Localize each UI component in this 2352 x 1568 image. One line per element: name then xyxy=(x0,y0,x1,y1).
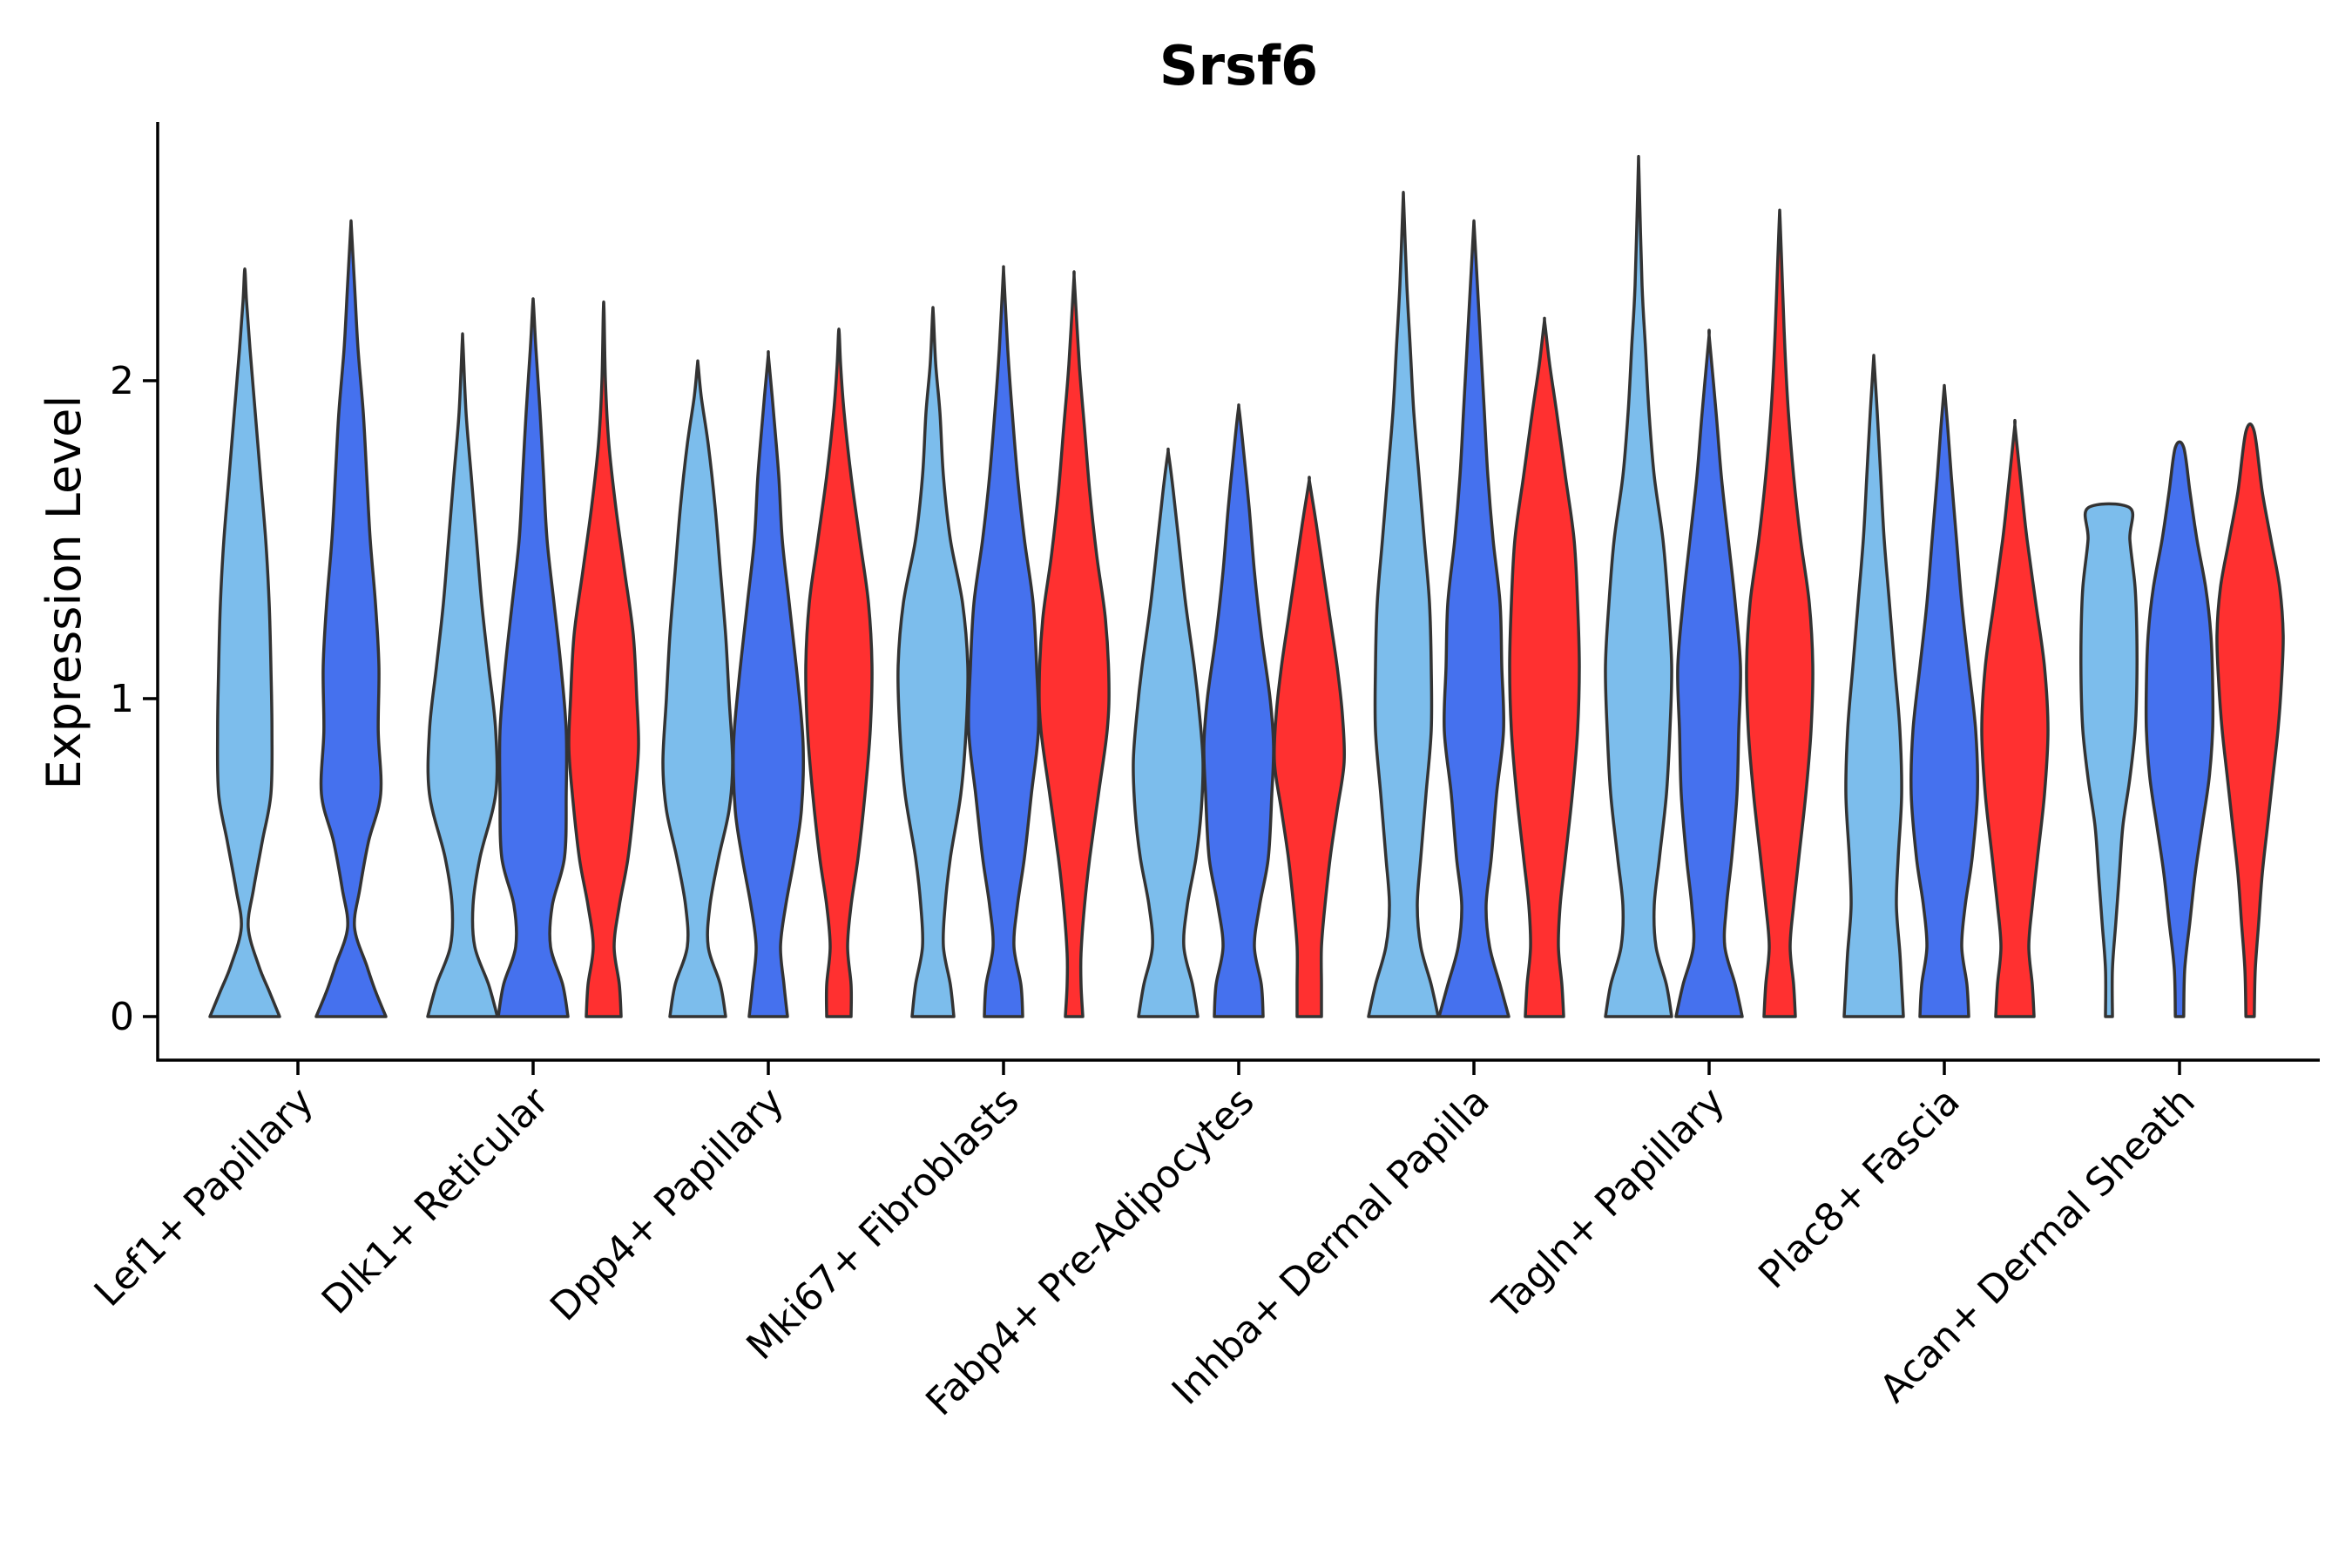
violin-acan-dermal-sheath-series-0 xyxy=(2079,502,2139,1018)
violin-acan-dermal-sheath-series-1 xyxy=(2144,440,2215,1018)
y-axis-ticks: 0 1 2 xyxy=(110,359,158,1039)
violin-lef1-papillary-series-1 xyxy=(314,219,388,1018)
violin-dlk1-reticular-series-1 xyxy=(497,297,570,1018)
violin-mki67-fibroblasts-series-2 xyxy=(1037,270,1111,1018)
violin-tagln-papillary-series-2 xyxy=(1745,208,1815,1018)
violin-tagln-papillary-series-1 xyxy=(1674,328,1744,1018)
x-tick-label: Dlk1+ Reticular xyxy=(314,1078,558,1323)
violin-dlk1-reticular-series-2 xyxy=(567,300,640,1018)
violin-plac8-fascia-series-1 xyxy=(1909,383,1979,1018)
violin-fabp4-pre-adipocytes-series-2 xyxy=(1272,476,1347,1018)
x-tick-label: Plac8+ Fascia xyxy=(1750,1079,1969,1298)
violin-dpp4-papillary-series-1 xyxy=(732,349,805,1018)
y-axis-label: Expression Level xyxy=(37,395,91,790)
violin-mki67-fibroblasts-series-1 xyxy=(966,265,1041,1018)
violin-plac8-fascia-series-0 xyxy=(1842,354,1905,1018)
violin-dpp4-papillary-series-0 xyxy=(661,359,734,1018)
y-tick-label: 0 xyxy=(110,995,134,1039)
x-tick-label: Lef1+ Papillary xyxy=(86,1079,322,1315)
violin-inhba-dermal-papilla-series-0 xyxy=(1367,191,1440,1018)
violins-layer xyxy=(208,154,2285,1018)
violin-inhba-dermal-papilla-series-1 xyxy=(1437,219,1511,1018)
y-tick-label: 2 xyxy=(110,359,134,403)
violin-dpp4-papillary-series-2 xyxy=(804,327,874,1018)
violin-inhba-dermal-papilla-series-2 xyxy=(1508,316,1581,1018)
violin-tagln-papillary-series-0 xyxy=(1604,154,1673,1018)
violin-fabp4-pre-adipocytes-series-1 xyxy=(1202,403,1275,1018)
axis-lines xyxy=(156,122,2320,1062)
violin-mki67-fibroblasts-series-0 xyxy=(896,306,970,1018)
y-tick-label: 1 xyxy=(110,677,134,721)
violin-lef1-papillary-series-0 xyxy=(208,267,281,1018)
violin-acan-dermal-sheath-series-2 xyxy=(2215,422,2285,1018)
chart-title: Srsf6 xyxy=(1159,34,1318,98)
violin-plac8-fascia-series-2 xyxy=(1980,418,2050,1018)
x-tick-label: Tagln+ Papillary xyxy=(1484,1079,1734,1328)
violin-fabp4-pre-adipocytes-series-0 xyxy=(1132,447,1205,1018)
violin-dlk1-reticular-series-0 xyxy=(426,332,499,1018)
x-tick-label: Dpp4+ Papillary xyxy=(542,1079,793,1330)
